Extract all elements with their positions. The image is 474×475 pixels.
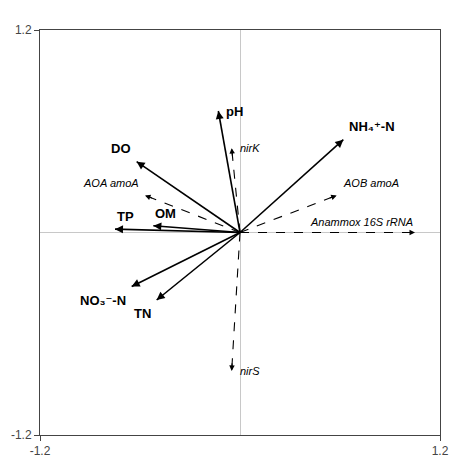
- svg-text:1.2: 1.2: [15, 23, 32, 37]
- svg-text:-1.2: -1.2: [11, 428, 32, 442]
- svg-text:TP: TP: [117, 209, 134, 224]
- svg-text:AOB amoA: AOB amoA: [343, 177, 399, 189]
- svg-text:nirS: nirS: [240, 365, 260, 377]
- svg-text:nirK: nirK: [240, 142, 260, 154]
- svg-text:Anammox 16S rRNA: Anammox 16S rRNA: [310, 216, 413, 228]
- svg-text:AOA amoA: AOA amoA: [83, 177, 139, 189]
- svg-text:1.2: 1.2: [432, 444, 449, 458]
- svg-text:NH₄⁺-N: NH₄⁺-N: [349, 119, 395, 134]
- svg-text:NO₃⁻-N: NO₃⁻-N: [80, 293, 126, 308]
- svg-text:OM: OM: [155, 206, 176, 221]
- svg-text:TN: TN: [134, 306, 151, 321]
- svg-text:pH: pH: [226, 104, 243, 119]
- svg-text:DO: DO: [111, 141, 131, 156]
- svg-text:-1.2: -1.2: [30, 444, 51, 458]
